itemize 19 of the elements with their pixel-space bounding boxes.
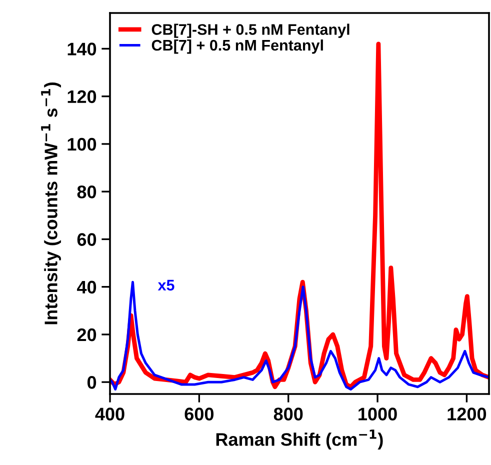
x-tick-label: 1000	[358, 408, 397, 420]
y-tick-label: 80	[77, 186, 96, 198]
x-tick-label: 400	[95, 408, 124, 420]
x-axis-title: Raman Shift (cm$^{−1}$)	[216, 430, 383, 450]
y-tick-label: 0	[87, 376, 96, 389]
annotation: x5	[158, 280, 174, 291]
x-tick-label: 600	[184, 408, 214, 420]
y-tick-label: 120	[68, 90, 96, 104]
legend-label: CB[7] + 0.5 nM Fentanyl	[152, 39, 323, 54]
line-series	[110, 280, 489, 390]
x-tick-label: 1200	[448, 408, 486, 420]
y-axis-title: Intensity (counts mW$^{−1}$ s$^{−1}$)	[41, 82, 61, 324]
y-tick-label: 20	[77, 328, 96, 342]
y-tick-label: 100	[68, 138, 96, 151]
legend-label: CB[7]-SH + 0.5 nM Fentanyl	[152, 24, 350, 38]
y-tick-label: 40	[77, 280, 96, 294]
y-tick-label: 140	[68, 42, 96, 56]
y-tick-label: 60	[77, 233, 96, 246]
x-tick-label: 800	[274, 408, 303, 420]
